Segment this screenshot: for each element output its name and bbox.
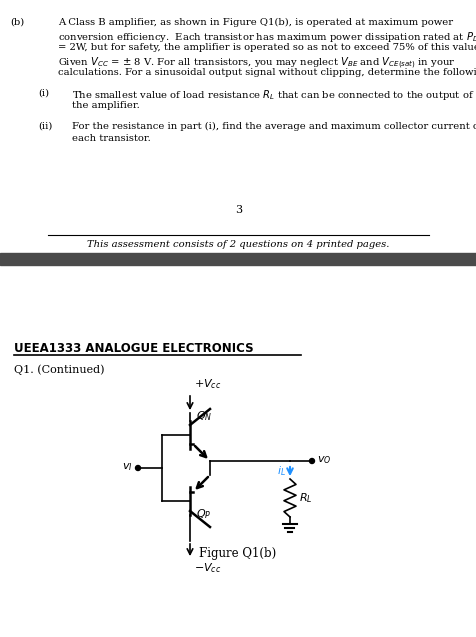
Text: Given $V_{CC}$ = $\pm$ 8 V. For all transistors, you may neglect $V_{BE}$ and $V: Given $V_{CC}$ = $\pm$ 8 V. For all tran… [58,55,455,71]
Text: calculations. For a sinusoidal output signal without clipping, determine the fol: calculations. For a sinusoidal output si… [58,68,476,77]
Circle shape [135,466,140,471]
Circle shape [309,459,314,464]
Text: $R_L$: $R_L$ [298,491,312,505]
Text: $-V_{cc}$: $-V_{cc}$ [194,561,221,575]
Text: UEEA1333 ANALOGUE ELECTRONICS: UEEA1333 ANALOGUE ELECTRONICS [14,342,253,355]
Text: Figure Q1(b): Figure Q1(b) [199,547,276,560]
Text: $Q_P$: $Q_P$ [196,507,211,521]
Text: each transistor.: each transistor. [72,134,150,143]
Text: $v_O$: $v_O$ [317,454,331,466]
Text: $v_I$: $v_I$ [122,461,133,473]
Text: (i): (i) [38,89,49,97]
Text: Q1. (Continued): Q1. (Continued) [14,364,104,375]
Text: the amplifier.: the amplifier. [72,101,139,110]
Text: (b): (b) [10,18,24,27]
Text: A Class B amplifier, as shown in Figure Q1(b), is operated at maximum power: A Class B amplifier, as shown in Figure … [58,18,452,27]
Text: For the resistance in part (i), find the average and maximum collector current o: For the resistance in part (i), find the… [72,122,476,131]
Text: This assessment consists of 2 questions on 4 printed pages.: This assessment consists of 2 questions … [87,240,389,249]
Text: $+V_{cc}$: $+V_{cc}$ [194,377,221,391]
Text: (ii): (ii) [38,122,52,131]
Text: The smallest value of load resistance $R_L$ that can be connected to the output : The smallest value of load resistance $R… [72,89,474,103]
Bar [0,253,476,265]
Text: $Q_N$: $Q_N$ [196,409,212,423]
Text: conversion efficiency.  Each transistor has maximum power dissipation rated at $: conversion efficiency. Each transistor h… [58,31,476,46]
Text: = 2W, but for safety, the amplifier is operated so as not to exceed 75% of this : = 2W, but for safety, the amplifier is o… [58,43,476,52]
Text: 3: 3 [235,205,241,215]
Text: $i_L$: $i_L$ [277,464,286,478]
